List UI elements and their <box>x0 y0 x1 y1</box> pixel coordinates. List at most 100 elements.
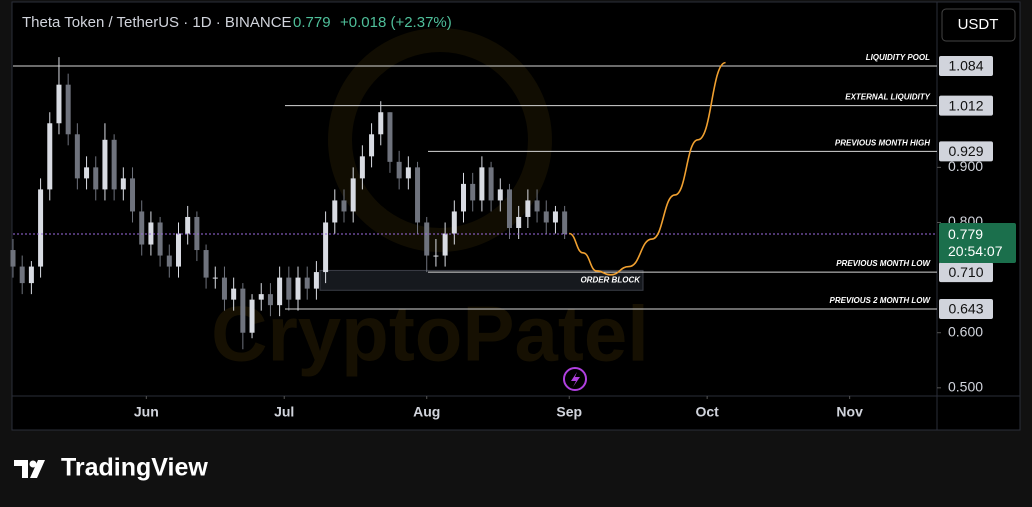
candle-body <box>148 222 154 245</box>
candle-body <box>562 211 568 235</box>
x-tick-label: Sep <box>556 404 582 420</box>
candle-body <box>221 277 227 300</box>
countdown-label: 20:54:07 <box>948 243 1003 259</box>
candle-body <box>10 250 16 267</box>
y-tick-label: 0.900 <box>948 158 983 174</box>
candle-body <box>28 266 34 284</box>
candle-body <box>240 288 246 333</box>
candle-body <box>479 167 485 201</box>
level-name: PREVIOUS 2 MONTH LOW <box>830 296 932 305</box>
candle-body <box>130 178 136 212</box>
level-name: PREVIOUS MONTH HIGH <box>835 138 930 147</box>
level-name: LIQUIDITY POOL <box>866 53 930 62</box>
candle-body <box>120 178 126 190</box>
plot: Jun Jul Aug Sep Oct Nov ORDER BLOCK LIQUIDITY P… <box>10 53 937 420</box>
candle-body <box>47 123 53 190</box>
candle-body <box>84 167 90 179</box>
candle-body <box>332 200 338 223</box>
order-block-label: ORDER BLOCK <box>580 276 641 285</box>
candle-body <box>516 216 522 228</box>
candle-body <box>295 277 301 300</box>
x-tick-label: Jul <box>274 404 294 420</box>
candle-body <box>350 178 356 212</box>
candle-body <box>277 277 283 306</box>
candle-body <box>396 161 402 179</box>
order-block <box>319 269 644 291</box>
candle-body <box>111 139 117 190</box>
candle-body <box>534 200 540 212</box>
candle-body <box>139 211 145 245</box>
candle-body <box>304 277 310 289</box>
x-tick-label: Aug <box>413 404 440 420</box>
level-price-box <box>939 141 993 162</box>
currency-button[interactable] <box>941 8 1016 42</box>
last-price-label: 0.779 <box>948 226 983 242</box>
currency-label[interactable]: USDT <box>958 16 999 33</box>
brand-name: TradingView <box>61 454 208 482</box>
candle-body <box>470 183 476 201</box>
candle-body <box>102 139 108 190</box>
level-price-box <box>939 55 993 76</box>
level-price-box <box>939 299 993 320</box>
candle-body <box>488 167 494 201</box>
symbol-title: Theta Token / TetherUS · 1D · BINANCE <box>22 14 292 31</box>
candle-body <box>424 222 430 256</box>
candle-body <box>231 288 237 300</box>
x-tick-label: Oct <box>695 404 719 420</box>
candle-body <box>341 200 347 212</box>
brand-logo <box>14 460 45 478</box>
event-icon[interactable] <box>563 367 587 391</box>
watermark: CryptoPatel <box>211 290 649 378</box>
brand-logo-dot <box>29 460 37 468</box>
x-tick-label: Jun <box>134 404 159 420</box>
candle-body <box>194 216 200 251</box>
candle-body <box>461 183 467 212</box>
candle-body <box>65 84 71 135</box>
price-change: +0.018 (+2.37%) <box>340 14 452 31</box>
level-price-label: 0.643 <box>948 301 983 317</box>
projection-curve <box>568 61 726 276</box>
candle-body <box>387 112 393 162</box>
candle-body <box>442 233 448 256</box>
candle-body <box>506 189 512 228</box>
candle-body <box>19 266 25 284</box>
watermark-logo <box>328 28 552 252</box>
level-price-label: 0.710 <box>948 264 983 280</box>
candle-body <box>369 134 375 157</box>
candle-body <box>249 299 255 333</box>
y-tick-label: 0.600 <box>948 323 983 339</box>
brand-logo-mark <box>14 460 45 478</box>
candle-body <box>313 272 319 289</box>
candle-body <box>323 222 329 273</box>
candle-body <box>359 156 365 179</box>
candle-body <box>258 294 264 300</box>
candle-body <box>525 200 531 217</box>
candle-body <box>415 167 421 223</box>
candle-body <box>203 250 209 278</box>
candle-body <box>166 255 172 267</box>
level-name: EXTERNAL LIQUIDITY <box>845 93 930 102</box>
candle-body <box>433 255 439 257</box>
candle-body <box>93 167 99 190</box>
candle-body <box>378 112 384 135</box>
last-price-box <box>939 223 1016 264</box>
x-tick-label: Nov <box>836 404 863 420</box>
level-price-label: 0.929 <box>948 143 983 159</box>
candle-body <box>185 216 191 234</box>
candle-body <box>267 294 273 306</box>
level-price-box <box>939 95 993 116</box>
level-name: PREVIOUS MONTH LOW <box>836 259 931 268</box>
level-price-label: 1.084 <box>948 58 983 74</box>
candle-body <box>543 211 549 223</box>
last-price: 0.779 <box>293 14 331 31</box>
candle-body <box>405 167 411 179</box>
level-price-label: 1.012 <box>948 97 983 113</box>
candle-body <box>56 84 62 124</box>
level-price-box <box>939 262 993 283</box>
candle-body <box>212 277 218 279</box>
candle-body <box>157 222 163 256</box>
candle-body <box>286 277 292 300</box>
candle-body <box>74 134 80 179</box>
candle-body <box>175 233 181 267</box>
y-tick-label: 0.500 <box>948 379 983 395</box>
